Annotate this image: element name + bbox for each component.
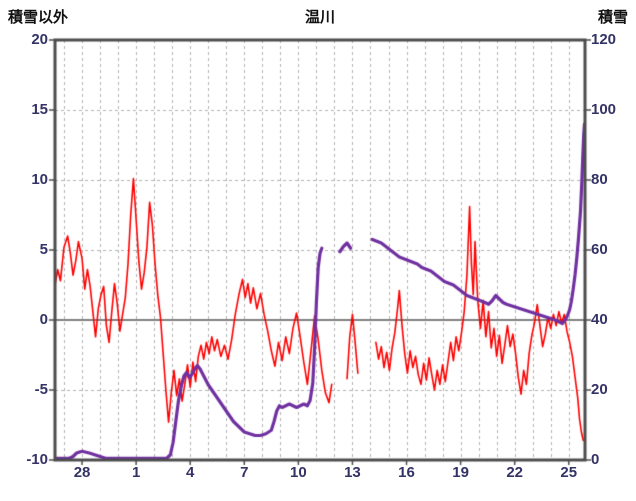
y-right-tick-label: 120 xyxy=(591,31,617,48)
x-tick-label: 22 xyxy=(506,464,524,481)
x-tick-label: 4 xyxy=(186,464,195,481)
x-tick-label: 1 xyxy=(131,464,141,481)
y-left-tick-label: -10 xyxy=(26,451,48,468)
x-tick-label: 13 xyxy=(344,464,361,481)
y-left-tick-label: 5 xyxy=(39,241,48,258)
x-tick-label: 7 xyxy=(240,464,249,481)
x-tick-label: 10 xyxy=(290,464,307,481)
x-tick-label: 28 xyxy=(73,464,91,481)
y-left-tick-label: -5 xyxy=(34,381,48,398)
y-right-tick-label: 100 xyxy=(591,101,617,118)
y-left-tick-label: 10 xyxy=(31,171,48,188)
right-axis-title: 積雪 xyxy=(597,9,628,26)
y-left-tick-label: 0 xyxy=(39,311,48,328)
y-right-tick-label: 0 xyxy=(591,451,600,468)
left-axis-title: 積雪以外 xyxy=(8,9,69,26)
x-tick-label: 16 xyxy=(398,464,415,481)
x-tick-label: 25 xyxy=(560,464,578,481)
y-right-tick-label: 40 xyxy=(591,311,608,328)
y-right-tick-label: 60 xyxy=(591,241,608,258)
y-right-tick-label: 80 xyxy=(591,171,608,188)
y-left-tick-label: 20 xyxy=(31,31,48,48)
chart-title: 温川 xyxy=(304,9,335,26)
y-right-tick-label: 20 xyxy=(591,381,608,398)
x-tick-label: 19 xyxy=(452,464,469,481)
y-left-tick-label: 15 xyxy=(31,101,48,118)
